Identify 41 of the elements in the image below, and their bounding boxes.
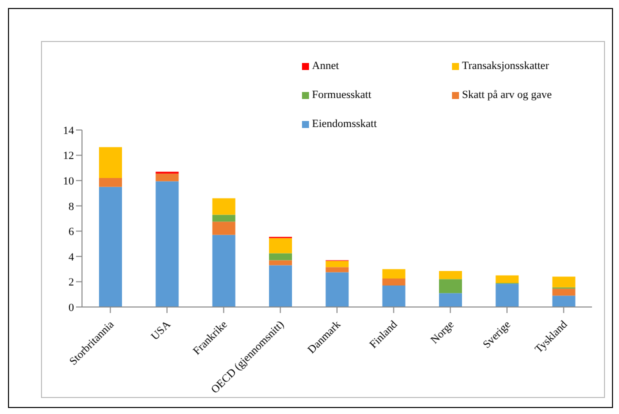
bar	[99, 178, 122, 187]
bar	[439, 293, 462, 307]
y-tick-label: 0	[68, 302, 74, 314]
bar	[212, 214, 236, 222]
y-tick-label: 2	[68, 276, 74, 289]
y-tick-label: 14	[63, 124, 74, 137]
y-tick-label: 4	[68, 251, 74, 264]
y-tick-label: 10	[63, 175, 74, 188]
bar	[156, 181, 179, 307]
bar	[552, 296, 576, 307]
x-tick-label: USA	[149, 318, 174, 343]
bar	[156, 174, 179, 182]
legend-label: Formuesskatt	[312, 89, 372, 101]
bar	[212, 198, 236, 215]
y-tick-label: 6	[68, 226, 74, 238]
bar	[496, 284, 519, 307]
bar	[439, 279, 462, 294]
y-tick-label: 8	[68, 200, 74, 213]
legend-label: Transaksjonsskatter	[462, 60, 549, 72]
bar	[439, 270, 462, 280]
bar	[552, 276, 576, 288]
bar	[212, 234, 236, 307]
bar	[382, 278, 406, 286]
legend-label: Eiendomsskatt	[312, 118, 377, 130]
bar	[326, 272, 349, 307]
bar	[99, 186, 122, 307]
bar	[269, 238, 292, 254]
bar	[552, 288, 576, 296]
bar	[496, 275, 519, 283]
bar	[269, 253, 292, 260]
bar	[99, 147, 122, 178]
legend-label: Skatt på arv og gave	[462, 89, 552, 101]
legend-label: Annet	[312, 60, 339, 72]
bar	[326, 267, 349, 272]
bar	[382, 286, 406, 307]
bar	[212, 222, 236, 235]
y-tick-label: 12	[63, 150, 74, 162]
bar	[382, 269, 406, 279]
bar	[269, 260, 292, 266]
bar	[326, 260, 349, 268]
bar	[269, 265, 292, 307]
